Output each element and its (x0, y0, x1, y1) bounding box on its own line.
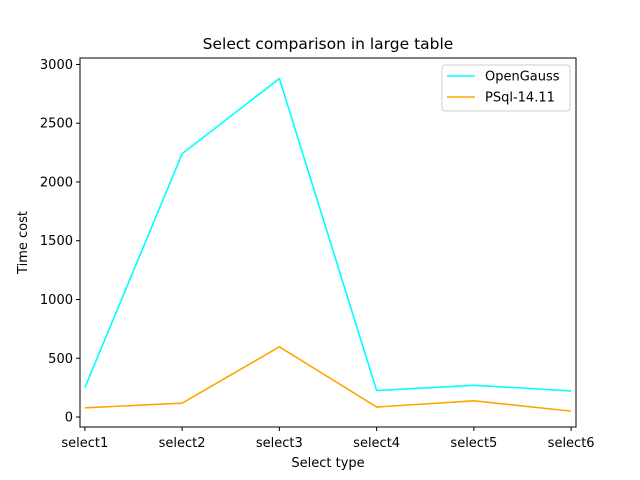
y-tick-label: 2500 (40, 117, 73, 132)
legend-label: PSql-14.11 (485, 91, 555, 106)
series-line-opengauss (84, 77, 572, 392)
y-tick-label: 1000 (40, 293, 73, 308)
x-tick-label: select3 (256, 436, 303, 451)
y-axis-ticks: 0 500 1000 1500 2000 2500 3000 (40, 58, 80, 426)
y-tick-label: 500 (48, 352, 73, 367)
series-lines (84, 77, 572, 412)
x-tick-label: select5 (450, 436, 497, 451)
x-tick-label: select1 (61, 436, 108, 451)
y-axis-label: Time cost (16, 211, 31, 275)
y-tick-label: 2000 (40, 175, 73, 190)
series-line-psql-14-11 (84, 346, 572, 412)
chart-title: Select comparison in large table (203, 35, 454, 53)
y-tick-label: 3000 (40, 58, 73, 73)
x-tick-label: select2 (159, 436, 206, 451)
x-tick-label: select6 (548, 436, 595, 451)
y-tick-label: 0 (65, 411, 73, 426)
x-axis-ticks: select1 select2 select3 select4 select5 selec… (61, 427, 595, 451)
plot-area-frame (79, 57, 577, 428)
y-tick-label: 1500 (40, 234, 73, 249)
x-axis-label: Select type (291, 456, 364, 471)
legend-label: OpenGauss (485, 70, 560, 85)
legend: OpenGauss PSql-14.11 (441, 64, 571, 112)
x-tick-label: select4 (353, 436, 400, 451)
